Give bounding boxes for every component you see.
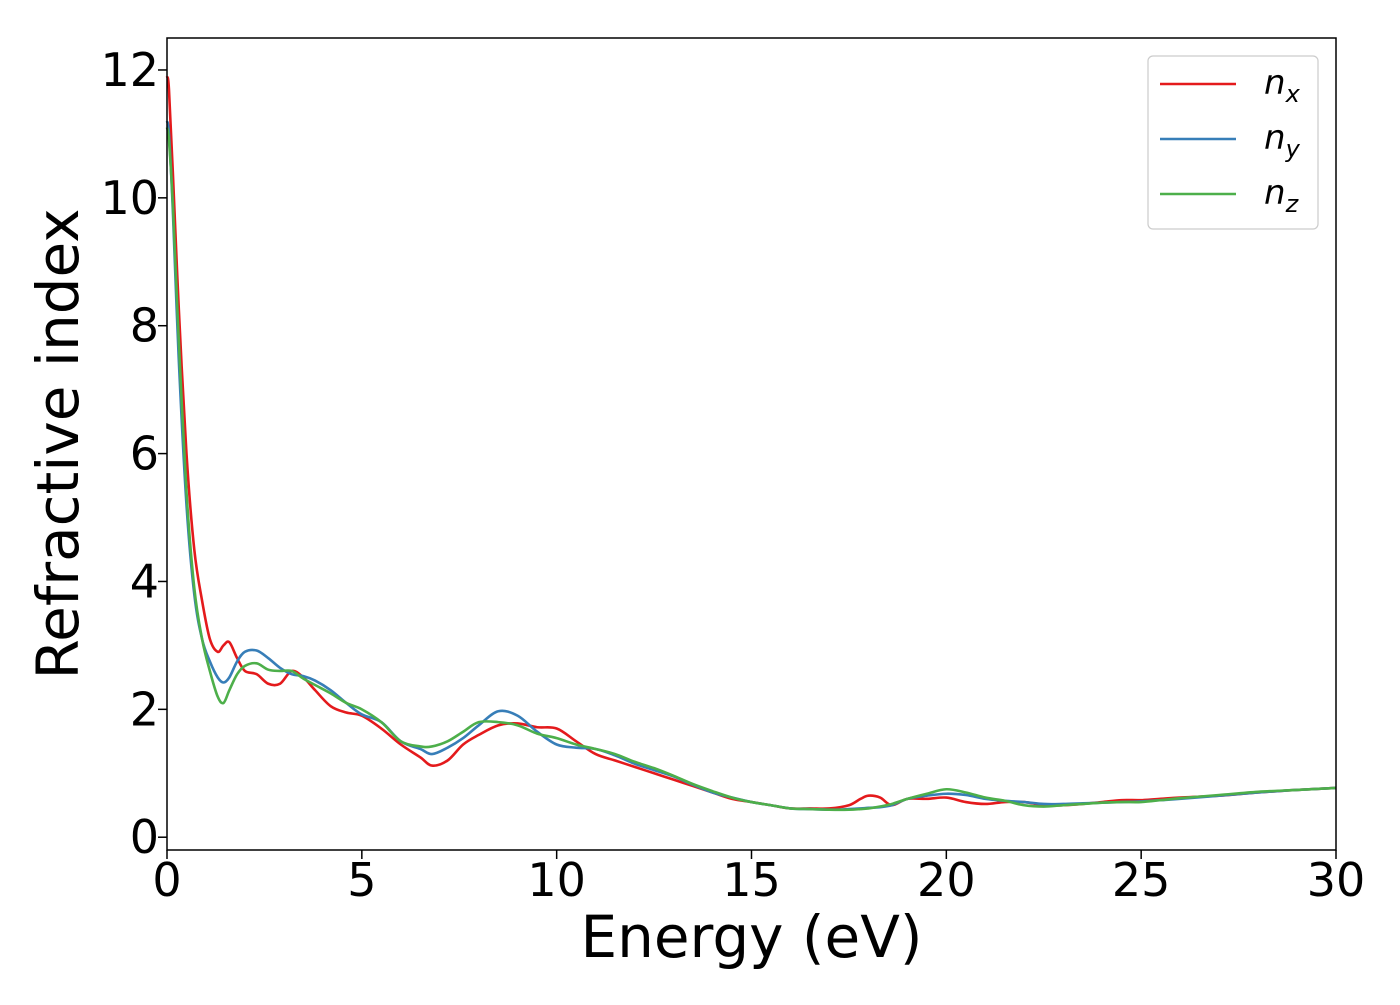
legend-label-main: n: [1264, 173, 1286, 213]
ticks-layer: 0 5 10 15 20 25 30 0 2 4 6 8 10 12: [100, 43, 1365, 907]
y-tick-label-2: 4: [130, 554, 159, 608]
x-tick-label-3: 15: [722, 853, 781, 907]
y-tick-label-6: 12: [100, 43, 159, 97]
x-tick-label-1: 5: [347, 853, 376, 907]
legend-label-sub: x: [1285, 80, 1301, 108]
y-tick-label-3: 6: [130, 427, 159, 481]
legend-label-sub: y: [1285, 135, 1301, 163]
legend-label-y: ny: [1264, 118, 1301, 163]
legend-label-main: n: [1264, 118, 1286, 158]
legend-label-x: nx: [1264, 63, 1301, 108]
x-tick-label-6: 30: [1307, 853, 1366, 907]
y-tick-label-5: 10: [100, 171, 159, 225]
series-line-z: [165, 127, 1337, 812]
legend-box: [1147, 55, 1319, 230]
y-tick-label-4: 8: [130, 299, 159, 353]
legend-label-main: n: [1264, 63, 1286, 103]
y-axis-label: Refractive index: [24, 208, 92, 679]
y-tick-label-0: 0: [130, 810, 159, 864]
x-tick-label-5: 25: [1112, 853, 1171, 907]
x-tick-label-0: 0: [152, 853, 181, 907]
x-tick-label-4: 20: [917, 853, 976, 907]
x-axis-label: Energy (eV): [580, 903, 922, 971]
x-tick-label-2: 10: [527, 853, 586, 907]
series-layer: [165, 75, 1337, 812]
legend-label-z: nz: [1264, 173, 1300, 218]
y-tick-label-1: 2: [130, 682, 159, 736]
legend-label-sub: z: [1285, 190, 1300, 218]
